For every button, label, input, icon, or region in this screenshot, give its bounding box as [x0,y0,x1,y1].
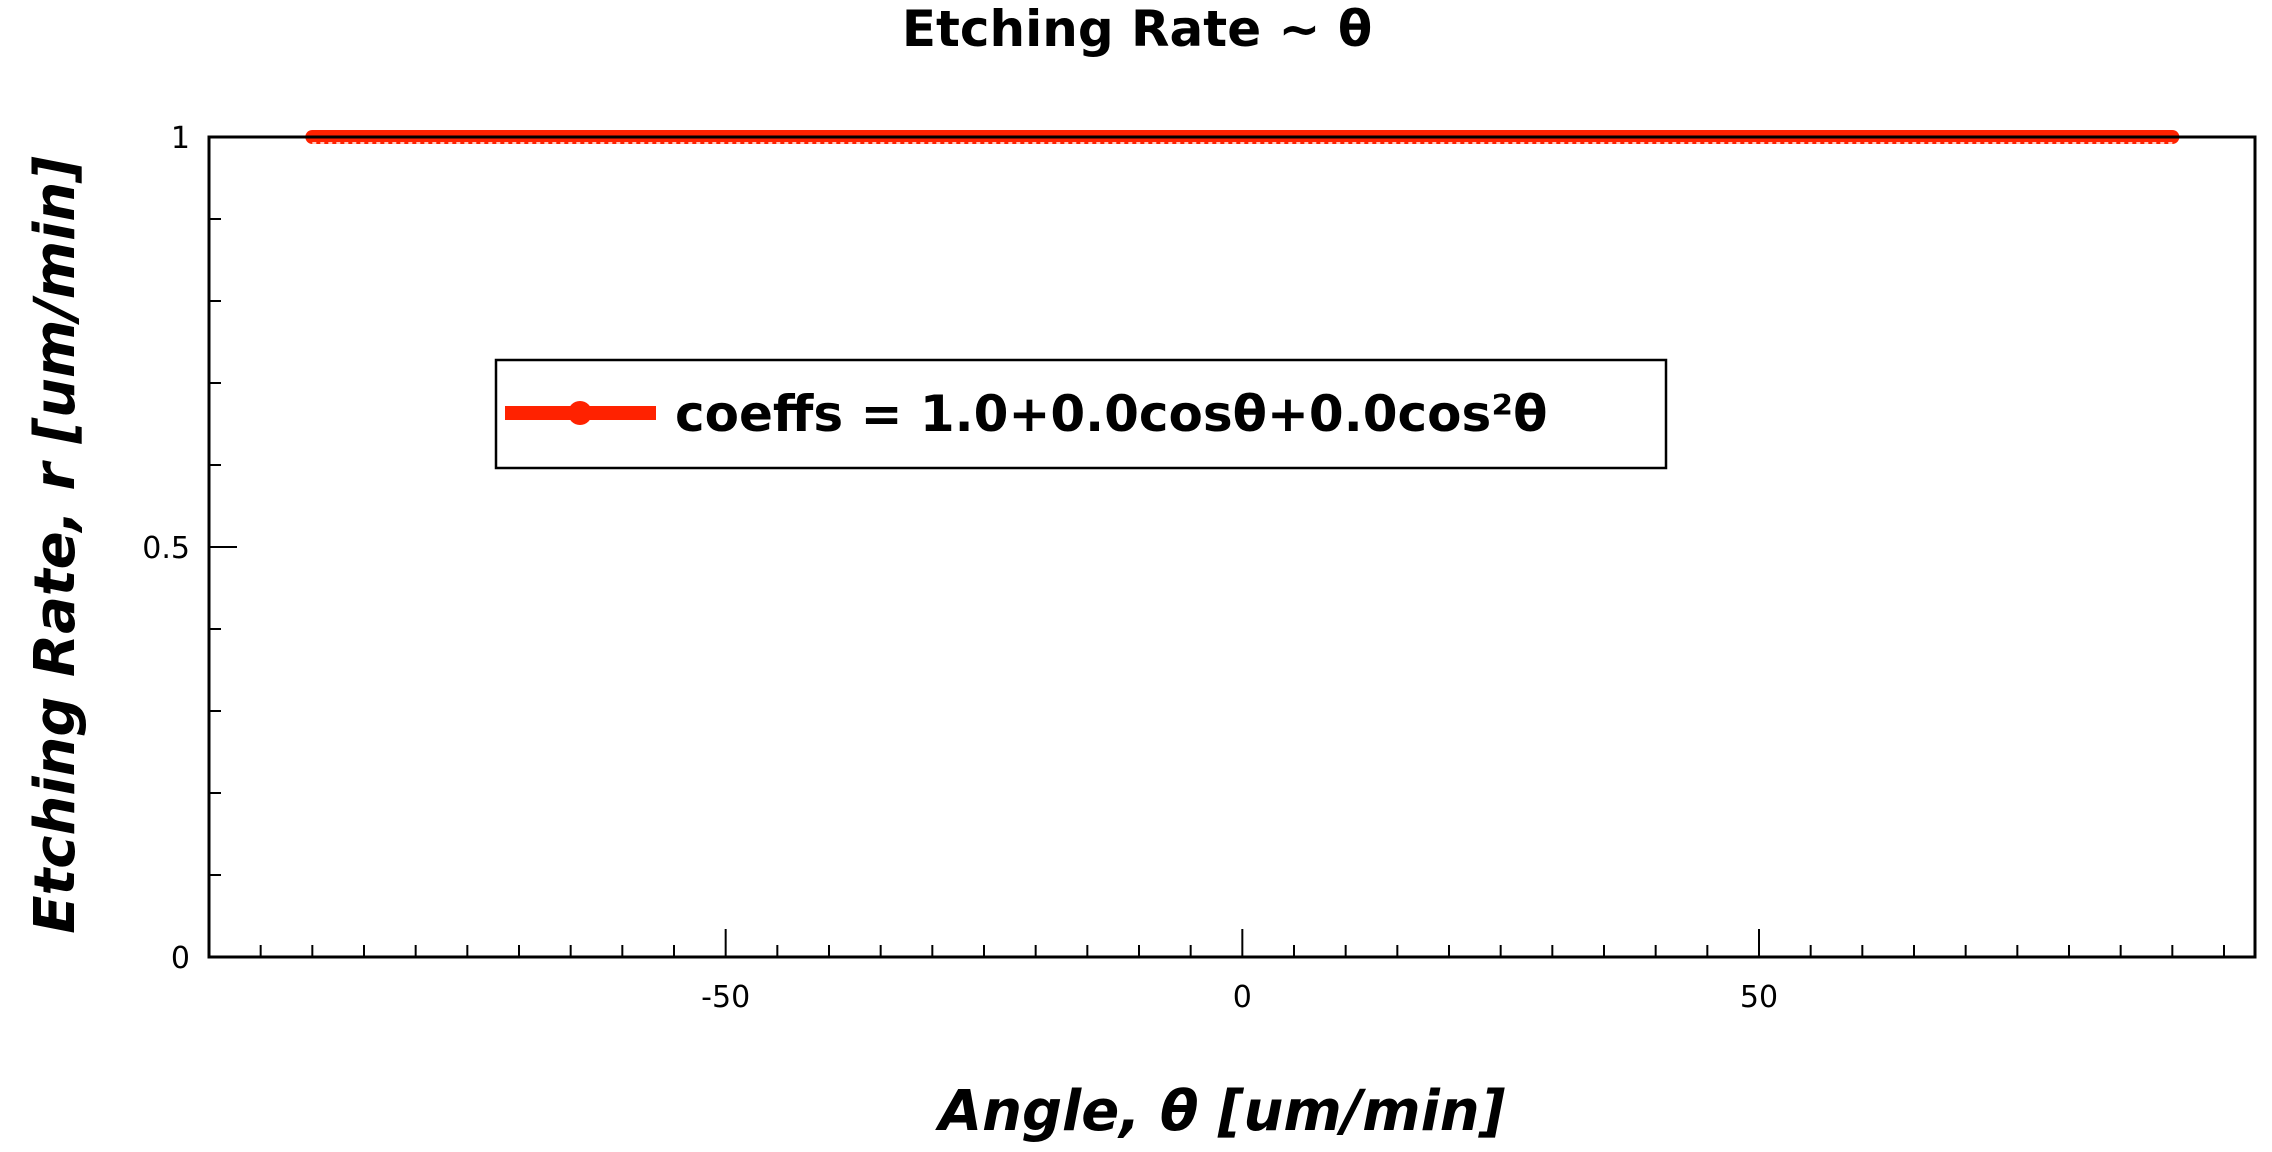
y-tick-label: 0.5 [142,531,190,566]
plot-frame [207,135,2257,959]
x-tick-label: -50 [701,980,750,1015]
y-tick-label: 1 [171,121,190,156]
y-axis-label: Etching Rate, r [um/min] [23,156,88,934]
x-tick-label: 50 [1740,980,1778,1015]
legend-label: coeffs = 1.0+0.0cosθ+0.0cos²θ [675,385,1548,443]
legend-box [494,358,1668,470]
x-axis-label: Angle, θ [um/min] [935,1079,1506,1144]
y-tick-label: 0 [171,941,190,976]
legend-marker-swatch [568,401,592,425]
chart-title: Etching Rate ~ θ [902,0,1372,58]
legend: coeffs = 1.0+0.0cosθ+0.0cos²θ [494,358,1668,470]
x-tick-label: 0 [1233,980,1252,1015]
ticks-layer: -50 0 50 0 0.5 1 [142,121,2225,1015]
